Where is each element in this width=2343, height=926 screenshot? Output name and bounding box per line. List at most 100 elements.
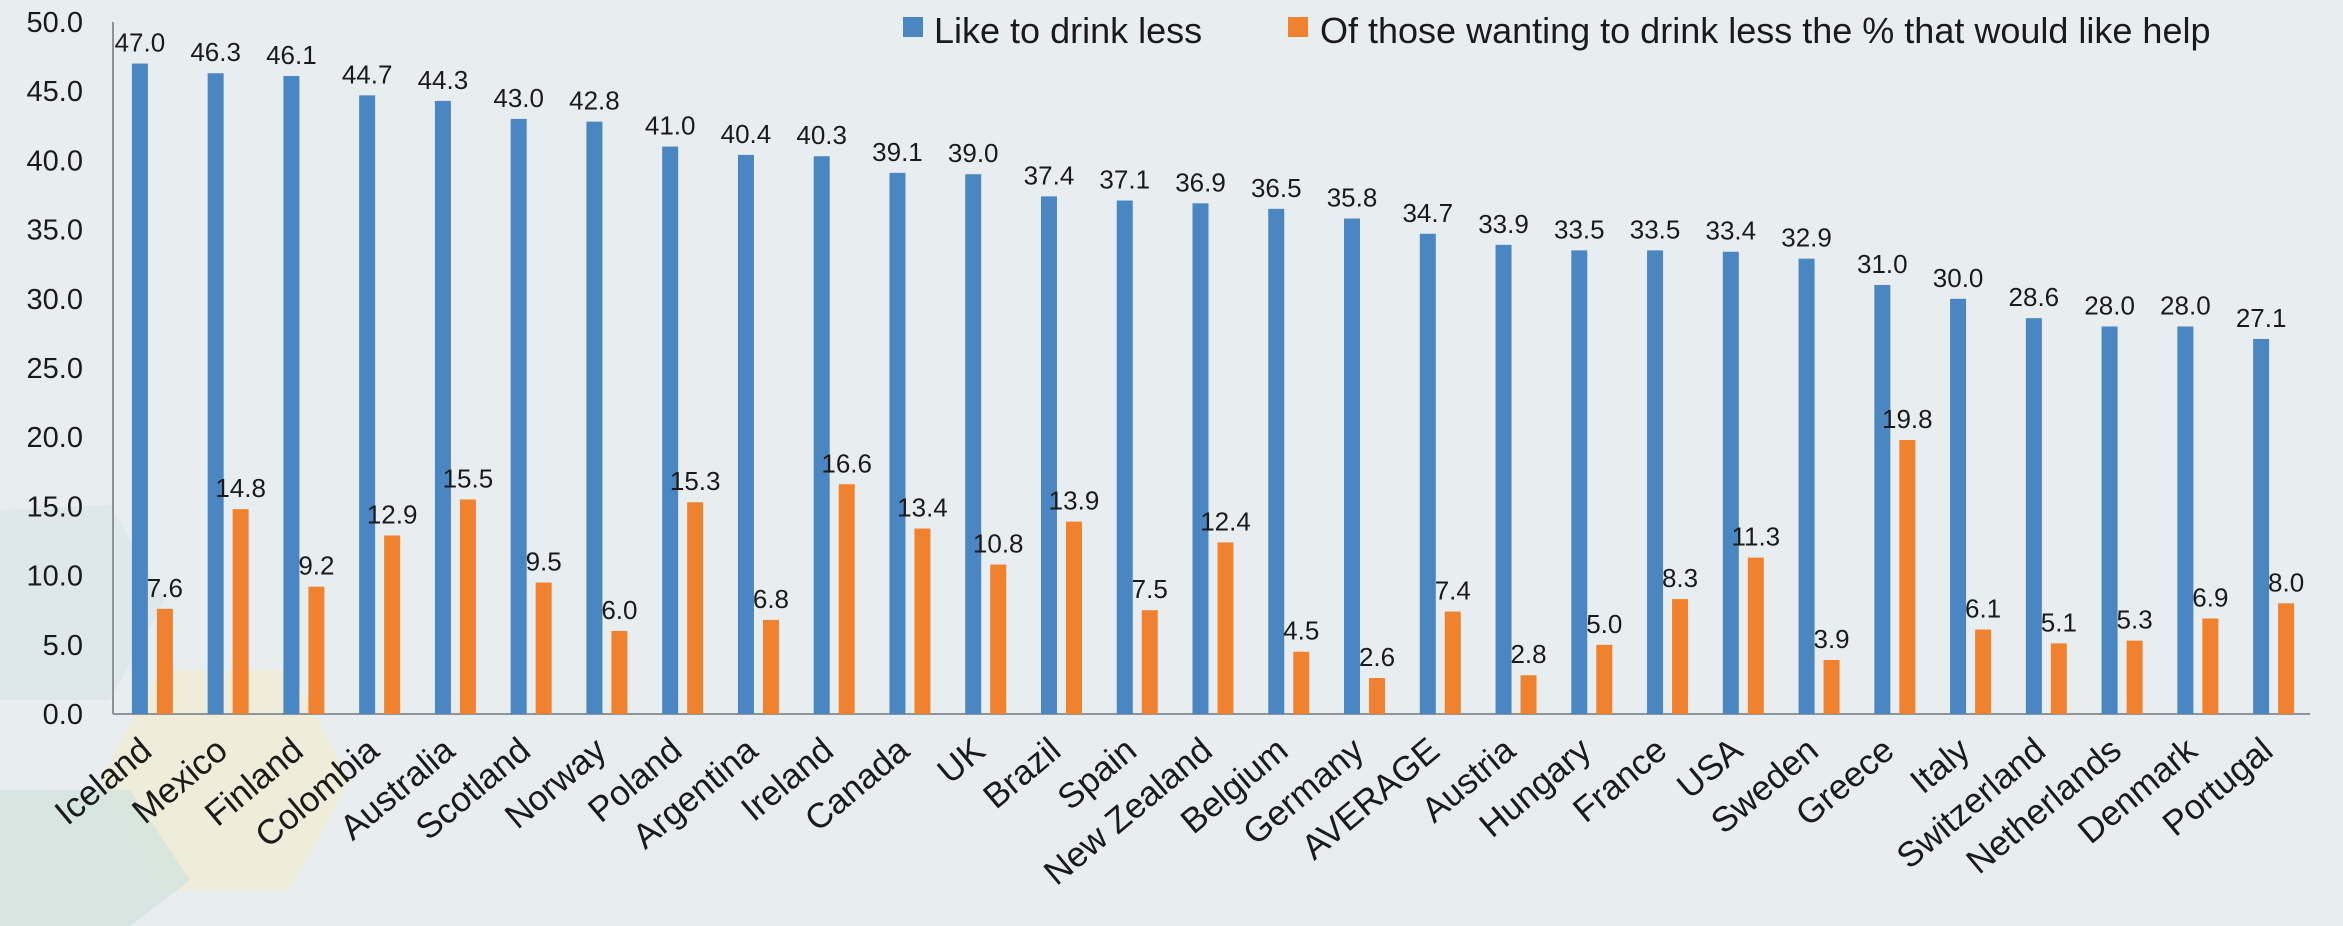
bar xyxy=(1268,208,1285,714)
y-tick-label: 30.0 xyxy=(27,284,83,316)
data-label: 14.8 xyxy=(215,473,266,503)
data-label: 8.3 xyxy=(1662,563,1698,593)
data-label: 19.8 xyxy=(1882,404,1933,434)
bar xyxy=(1798,258,1815,714)
bar xyxy=(1192,203,1209,714)
bar xyxy=(2253,338,2270,714)
bar xyxy=(459,499,476,714)
data-label: 27.1 xyxy=(2236,303,2287,333)
bar xyxy=(1369,678,1386,714)
y-tick-label: 35.0 xyxy=(27,215,83,247)
data-label: 7.6 xyxy=(147,573,183,603)
bar xyxy=(1065,521,1082,714)
data-label: 8.0 xyxy=(2268,567,2304,597)
bar xyxy=(687,502,704,714)
data-label: 40.3 xyxy=(796,120,847,150)
legend-label-like-to-drink-less: Like to drink less xyxy=(934,10,1202,51)
bar xyxy=(586,121,603,714)
data-label: 13.9 xyxy=(1049,486,1100,516)
data-label: 42.8 xyxy=(569,86,620,116)
data-label: 31.0 xyxy=(1857,249,1908,279)
bar xyxy=(2202,618,2219,714)
bar xyxy=(1823,660,1840,714)
bar xyxy=(1419,233,1436,714)
data-label: 11.3 xyxy=(1731,522,1780,552)
data-label: 15.5 xyxy=(443,463,494,493)
category-labels: IcelandMexicoFinlandColombiaAustraliaSco… xyxy=(47,730,2280,893)
data-label: 2.6 xyxy=(1359,642,1395,672)
data-label: 2.8 xyxy=(1510,639,1546,669)
category-label: Brazil xyxy=(976,730,1068,816)
data-label: 43.0 xyxy=(493,83,544,113)
bar xyxy=(2050,643,2067,714)
bar xyxy=(207,73,224,714)
legend-swatch-like-to-drink-less xyxy=(903,17,923,37)
bar xyxy=(1344,218,1361,714)
data-label: 7.4 xyxy=(1435,576,1471,606)
data-label: 6.0 xyxy=(601,595,637,625)
data-label: 5.0 xyxy=(1586,609,1622,639)
bar xyxy=(156,608,173,714)
background-decoration xyxy=(0,505,350,926)
data-labels: 47.0 7.6 46.3 14.8 46.1 9.2 44.7 12.9 44.3 15.5 43… xyxy=(115,28,2305,672)
data-label: 44.7 xyxy=(342,59,393,89)
bar xyxy=(232,509,249,714)
data-label: 36.5 xyxy=(1251,173,1302,203)
bar xyxy=(308,586,325,714)
data-label: 28.0 xyxy=(2160,290,2211,320)
y-tick-label: 15.0 xyxy=(27,491,83,523)
data-label: 6.8 xyxy=(753,584,789,614)
bars xyxy=(131,63,2295,715)
bar xyxy=(2278,603,2295,714)
bar xyxy=(1647,250,1664,715)
bar xyxy=(1116,200,1133,714)
bar xyxy=(359,95,376,715)
data-label: 34.7 xyxy=(1402,198,1453,228)
bar xyxy=(1596,644,1613,714)
bar xyxy=(2126,640,2143,714)
legend: Like to drink less Of those wanting to d… xyxy=(903,10,2211,51)
data-label: 35.8 xyxy=(1327,183,1378,213)
data-label: 41.0 xyxy=(645,111,696,141)
bar xyxy=(1520,675,1537,714)
data-label: 39.0 xyxy=(948,138,999,168)
data-label: 12.4 xyxy=(1200,506,1251,536)
y-tick-label: 0.0 xyxy=(43,699,83,731)
bar xyxy=(1444,611,1461,714)
bar xyxy=(889,172,906,714)
bar xyxy=(1495,244,1512,714)
data-label: 36.9 xyxy=(1175,167,1226,197)
data-label: 39.1 xyxy=(872,137,923,167)
data-label: 15.3 xyxy=(670,466,721,496)
bar xyxy=(2177,326,2194,714)
legend-swatch-would-like-help xyxy=(1288,17,1308,37)
bar xyxy=(1975,629,1992,714)
data-label: 5.3 xyxy=(2117,605,2153,635)
data-label: 46.3 xyxy=(190,37,241,67)
bar xyxy=(283,75,300,714)
data-label: 46.1 xyxy=(266,40,317,70)
bar xyxy=(737,154,754,714)
data-label: 16.6 xyxy=(821,448,872,478)
bar xyxy=(990,564,1007,714)
bar xyxy=(1571,250,1588,715)
data-label: 12.9 xyxy=(367,499,418,529)
data-label: 37.4 xyxy=(1024,160,1075,190)
bar xyxy=(535,582,552,714)
data-label: 9.5 xyxy=(526,547,562,577)
data-label: 7.5 xyxy=(1132,574,1168,604)
bar xyxy=(662,146,679,714)
y-tick-label: 20.0 xyxy=(27,422,83,454)
bar xyxy=(1747,557,1764,714)
data-label: 4.5 xyxy=(1283,616,1319,646)
data-label: 40.4 xyxy=(721,119,772,149)
y-tick-label: 45.0 xyxy=(27,76,83,108)
data-label: 3.9 xyxy=(1813,624,1849,654)
data-label: 37.1 xyxy=(1099,165,1150,195)
data-label: 28.0 xyxy=(2084,290,2135,320)
y-tick-label: 40.0 xyxy=(27,145,83,177)
bar xyxy=(1040,196,1057,714)
bar xyxy=(838,484,855,714)
data-label: 13.4 xyxy=(897,493,948,523)
